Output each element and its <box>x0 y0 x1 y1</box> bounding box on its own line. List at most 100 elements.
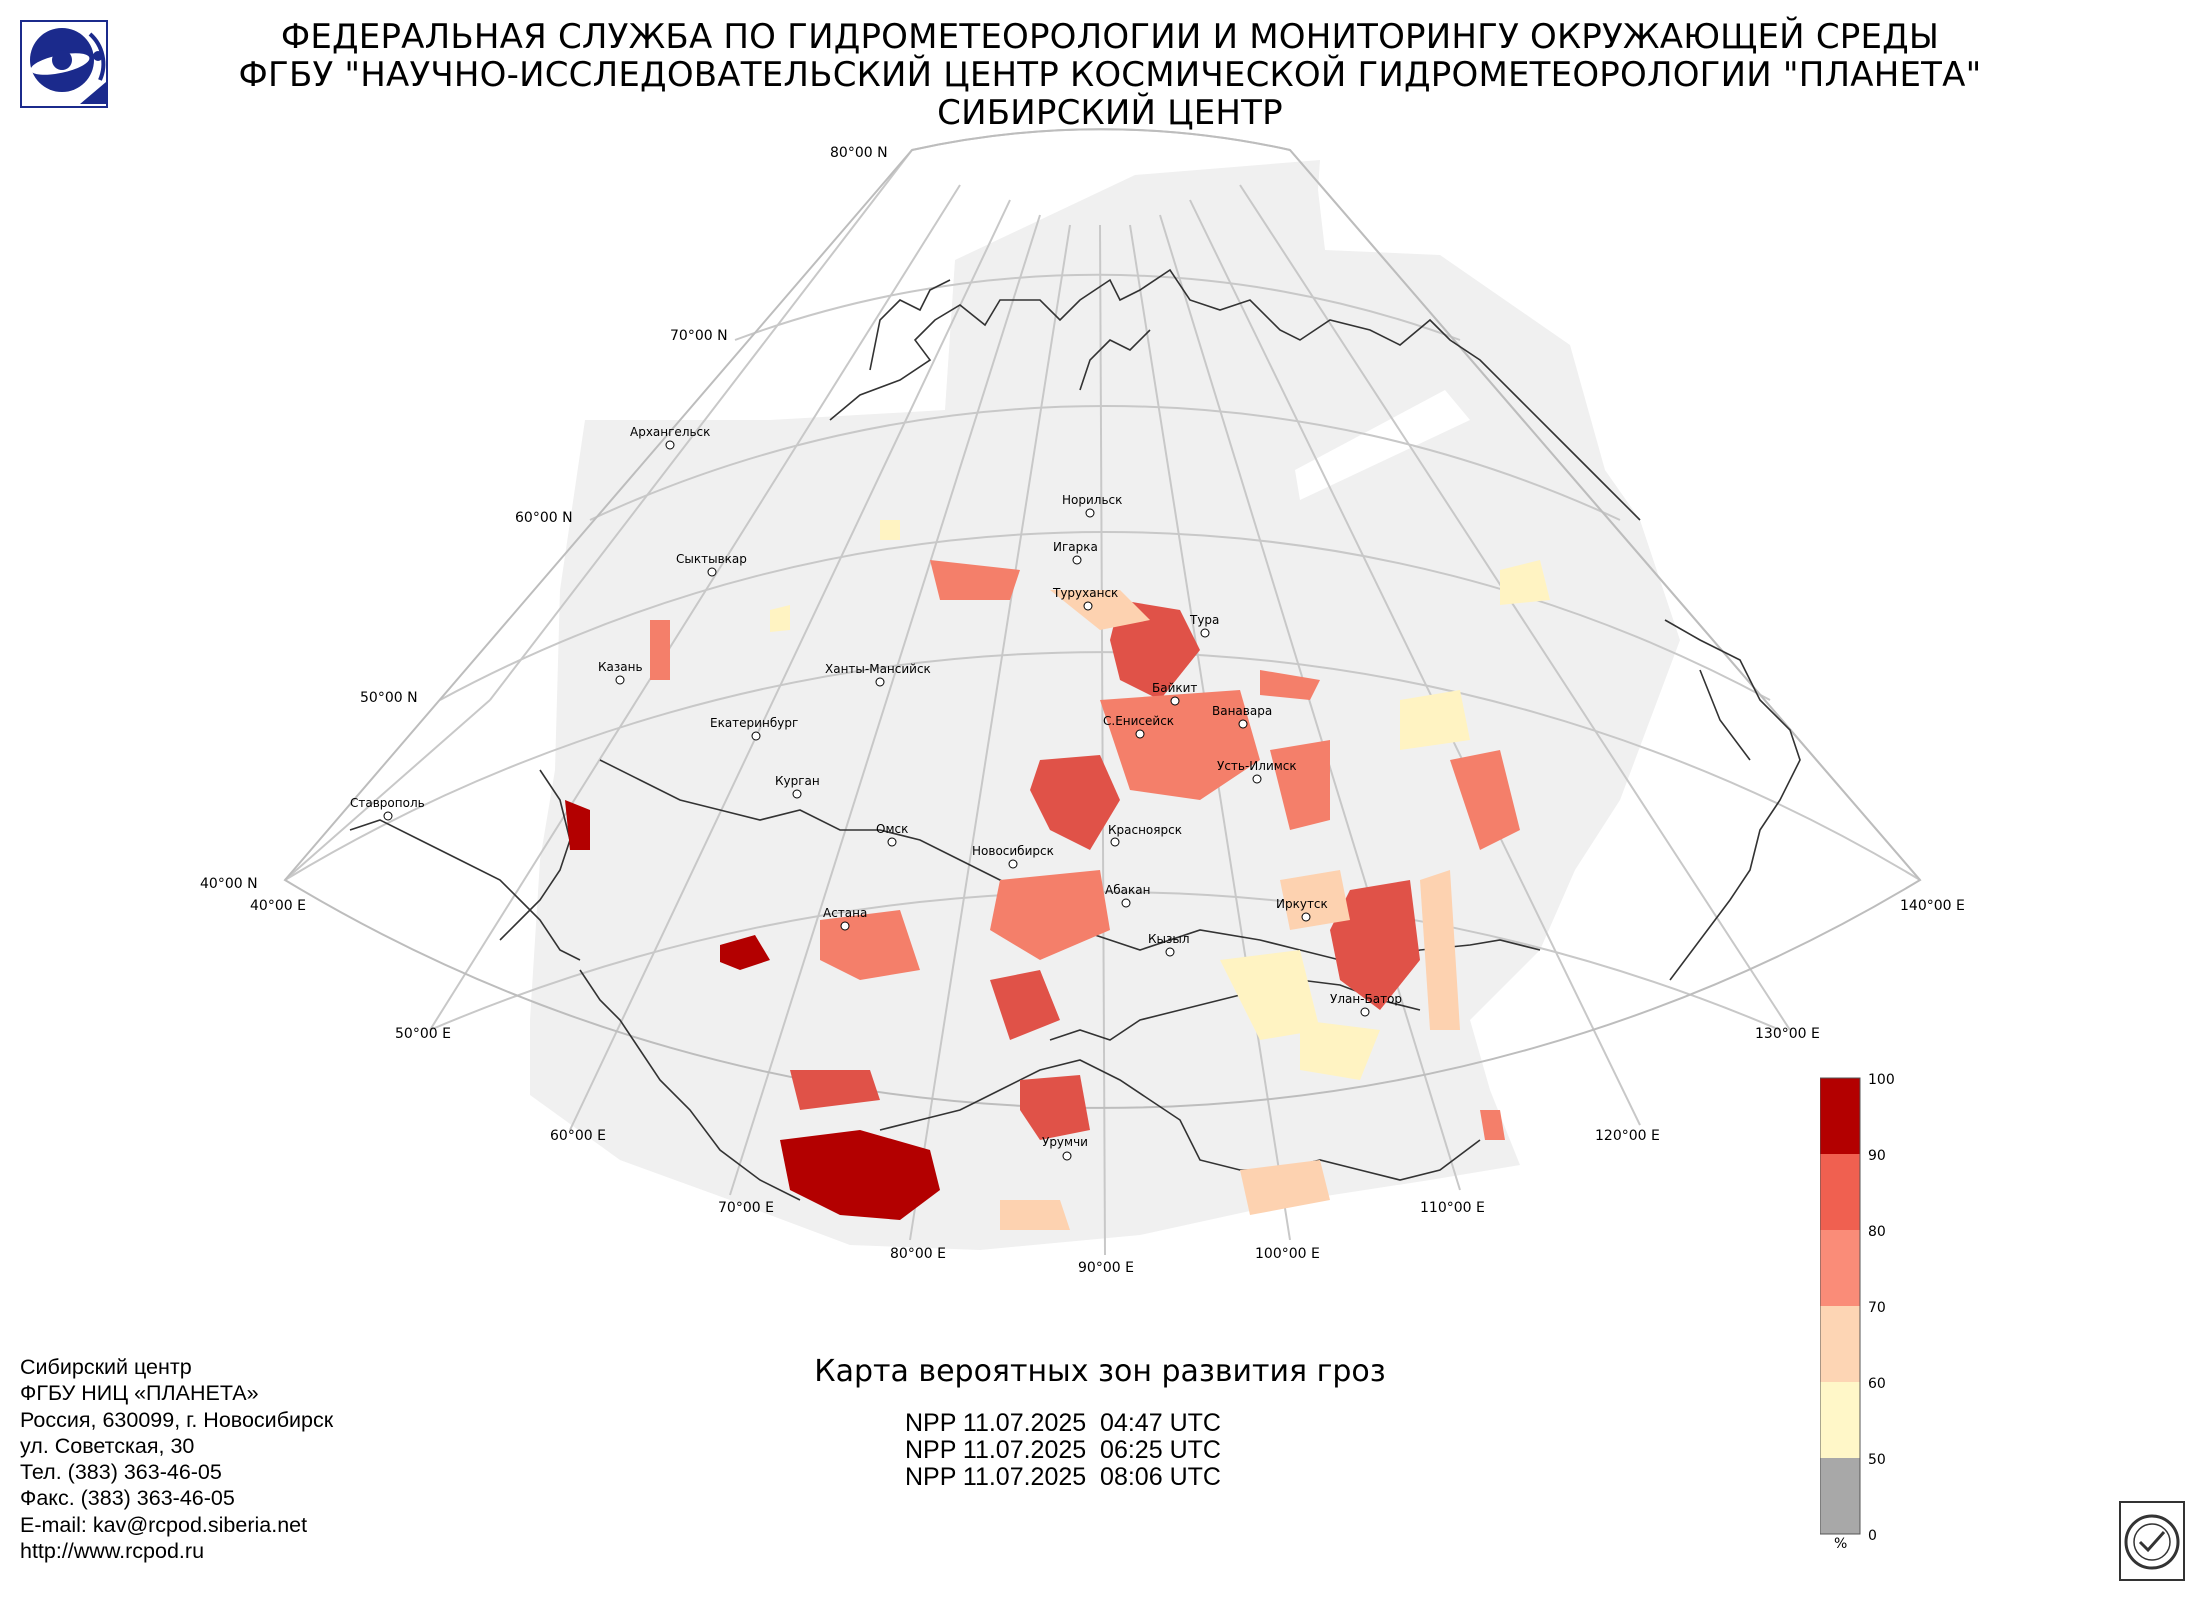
meridian-110 <box>1159 214 1461 1191</box>
city-kazan: Казань <box>598 660 643 685</box>
lon-label-70: 70°00 E <box>718 1200 774 1216</box>
contact-line: Факс. (383) 363-46-05 <box>20 1486 235 1511</box>
svg-text:Курган: Курган <box>775 774 820 788</box>
lat-label-70: 70°00 N <box>670 328 728 344</box>
legend-unit: % <box>1834 1536 1847 1550</box>
header-line-1: ФЕДЕРАЛЬНАЯ СЛУЖБА ПО ГИДРОМЕТЕОРОЛОГИИ … <box>280 17 1940 57</box>
meridian-40-b <box>489 149 913 701</box>
storm-cell <box>990 870 1110 960</box>
lon-label-100: 100°00 E <box>1255 1246 1320 1262</box>
storm-cell <box>565 800 590 850</box>
storm-cell <box>1420 870 1460 1030</box>
probability-legend: 100 90 80 70 60 50 0 % <box>1820 1072 1895 1550</box>
legend-tick: 90 <box>1868 1148 1886 1164</box>
storm-cell <box>1260 670 1320 700</box>
white-gap <box>1295 390 1470 500</box>
svg-text:Сыктывкар: Сыктывкар <box>676 552 747 566</box>
city-astana: Астана <box>823 906 867 931</box>
legend-tick: 70 <box>1868 1300 1886 1316</box>
city-urumqi: Урумчи <box>1042 1135 1088 1161</box>
legend-tick: 0 <box>1868 1528 1877 1544</box>
storm-cell <box>720 935 770 970</box>
legend-ticks: 100 90 80 70 60 50 0 % <box>1834 1072 1895 1550</box>
lat-label-80: 80°00 N <box>830 145 888 161</box>
storm-cell <box>1000 1200 1070 1230</box>
city-stavropol: Ставрополь <box>350 796 425 821</box>
svg-text:Казань: Казань <box>598 660 643 674</box>
storm-cell <box>770 605 790 632</box>
storm-cell <box>1300 1020 1380 1080</box>
legend-bar <box>1820 1077 1861 1535</box>
lon-label-60: 60°00 E <box>550 1128 606 1144</box>
storm-cell <box>930 560 1020 600</box>
city-omsk: Омск <box>876 822 908 847</box>
iso-certification-badge <box>2118 1500 2186 1582</box>
storm-cell <box>880 520 900 540</box>
storm-cell <box>1020 1075 1090 1140</box>
city-abakan: Абакан <box>1105 883 1150 908</box>
svg-text:Тура: Тура <box>1189 613 1219 627</box>
svg-text:Усть-Илимск: Усть-Илимск <box>1217 759 1297 773</box>
legend-tick: 80 <box>1868 1224 1886 1240</box>
city-s-eniseysk: С.Енисейск <box>1103 714 1174 739</box>
svg-text:Улан-Батор: Улан-Батор <box>1330 992 1402 1006</box>
meridian-80 <box>909 224 1071 1241</box>
city-kurgan: Курган <box>775 774 820 799</box>
storm-cell <box>650 620 670 680</box>
cities: Архангельск Сыктывкар Казань Ханты-Манси… <box>350 425 1402 1161</box>
meridian-70 <box>729 214 1041 1196</box>
lon-label-40: 40°00 E <box>250 898 306 914</box>
city-syktyvkar: Сыктывкар <box>676 552 747 577</box>
storm-cell <box>1400 690 1470 750</box>
storm-cell <box>790 1070 880 1110</box>
svg-text:Урумчи: Урумчи <box>1042 1135 1088 1149</box>
latitude-32 <box>429 891 1781 1031</box>
lat-label-40: 40°00 N <box>200 876 258 892</box>
svg-text:Астана: Астана <box>823 906 867 920</box>
storm-cell <box>1270 740 1330 830</box>
svg-text:Ванавара: Ванавара <box>1212 704 1272 718</box>
lon-label-130: 130°00 E <box>1755 1026 1820 1042</box>
city-arkhangelsk: Архангельск <box>630 425 710 450</box>
storm-cell <box>1050 590 1150 630</box>
pass-line: NPP 11.07.2025 08:06 UTC <box>905 1463 1221 1491</box>
storm-cell <box>1500 560 1550 605</box>
lon-label-120: 120°00 E <box>1595 1128 1660 1144</box>
contacts-block: Сибирский центр ФГБУ НИЦ «ПЛАНЕТА» Росси… <box>20 1354 333 1564</box>
contact-line: Россия, 630099, г. Новосибирск <box>20 1407 334 1432</box>
lat-label-50: 50°00 N <box>360 690 418 706</box>
map-title: Карта вероятных зон развития гроз <box>814 1354 1386 1389</box>
lat-label-60: 60°00 N <box>515 510 573 526</box>
contact-website[interactable]: http://www.rcpod.ru <box>20 1539 205 1564</box>
storm-cell <box>1030 755 1120 850</box>
city-vanavara: Ванавара <box>1212 704 1272 729</box>
svg-text:Ханты-Мансийск: Ханты-Мансийск <box>825 662 931 676</box>
contact-line: Сибирский центр <box>20 1355 192 1379</box>
storm-cells <box>565 520 1550 1230</box>
storm-cell <box>1240 1160 1330 1215</box>
map-frame <box>283 128 1922 1109</box>
city-norilsk: Норильск <box>1062 493 1122 518</box>
legend-tick: 50 <box>1868 1452 1886 1468</box>
city-novosibirsk: Новосибирск <box>972 844 1054 869</box>
svg-text:Игарка: Игарка <box>1053 540 1098 554</box>
svg-text:Новосибирск: Новосибирск <box>972 844 1054 858</box>
city-kyzyl: Кызыл <box>1148 932 1190 957</box>
lon-label-90: 90°00 E <box>1078 1260 1134 1276</box>
meridian-130 <box>1239 184 1791 1031</box>
city-ust-ilimsk: Усть-Илимск <box>1217 759 1297 784</box>
city-ulan-bator: Улан-Батор <box>1330 992 1402 1017</box>
storm-cell <box>1330 880 1420 1010</box>
pass-line: NPP 11.07.2025 04:47 UTC <box>905 1409 1221 1437</box>
pass-line: NPP 11.07.2025 06:25 UTC <box>905 1436 1221 1464</box>
meridian-90 <box>1099 224 1106 1256</box>
city-turukhansk: Туруханск <box>1052 586 1118 611</box>
storm-cell <box>1480 1110 1505 1140</box>
city-irkutsk: Иркутск <box>1276 897 1328 922</box>
svg-text:Норильск: Норильск <box>1062 493 1122 507</box>
lon-label-110: 110°00 E <box>1420 1200 1485 1216</box>
contact-email[interactable]: E-mail: kav@rcpod.siberia.net <box>20 1512 308 1537</box>
meridian-120 <box>1189 199 1641 1126</box>
lon-label-140: 140°00 E <box>1900 898 1965 914</box>
